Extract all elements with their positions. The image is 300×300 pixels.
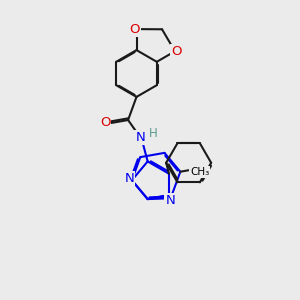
Text: H: H: [149, 127, 158, 140]
Text: O: O: [100, 116, 110, 129]
Text: N: N: [124, 172, 134, 185]
Text: N: N: [165, 194, 175, 207]
Text: CH₃: CH₃: [190, 167, 209, 177]
Text: N: N: [136, 131, 145, 144]
Text: O: O: [130, 22, 140, 36]
Text: O: O: [171, 45, 182, 58]
